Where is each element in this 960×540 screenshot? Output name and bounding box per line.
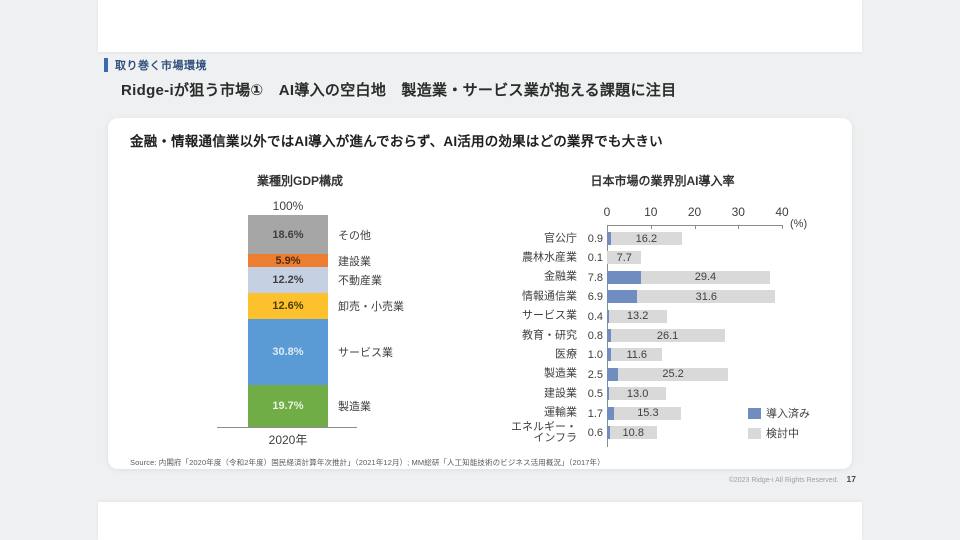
ai-bar-adopted xyxy=(607,406,615,420)
gdp-segment-label: 不動産業 xyxy=(338,274,382,287)
ai-bar-considering: 31.6 xyxy=(637,290,776,304)
ai-adopted-value: 7.8 xyxy=(587,271,603,284)
gdp-segment-label: その他 xyxy=(338,229,371,242)
legend-swatch-considering xyxy=(748,427,761,439)
legend-label-adopted: 導入済み xyxy=(766,408,810,420)
ai-bar-considering: 13.2 xyxy=(608,309,667,323)
ai-row-label: 農林水産業 xyxy=(522,251,577,264)
ai-axis-tick xyxy=(694,225,696,229)
ai-axis-tick-label: 0 xyxy=(603,205,611,219)
copyright-text: ©2023 Ridge-i All Rights Reserved. xyxy=(728,477,839,484)
ai-adopted-value: 0.8 xyxy=(587,330,603,342)
previous-page-edge xyxy=(98,0,862,52)
ai-legend: 導入済み 検討中 xyxy=(748,405,810,445)
ai-axis-tick-label: 30 xyxy=(731,205,745,219)
ai-axis-tick xyxy=(782,225,783,229)
ai-bar-adopted xyxy=(607,426,610,439)
gdp-chart-title: 業種別GDP構成 xyxy=(256,174,343,188)
ai-bar-considering: 11.6 xyxy=(611,348,663,362)
ai-axis-tick-label: 40 xyxy=(775,205,789,219)
ai-row-label: エネルギー・ インフラ xyxy=(511,420,577,444)
gdp-segment-label: 製造業 xyxy=(338,400,371,413)
gdp-segment-label: サービス業 xyxy=(338,347,393,360)
ai-adopted-value: 0.9 xyxy=(587,233,603,245)
gdp-bar-segment: 5.9% 建設業 xyxy=(248,254,371,268)
gdp-segment-value: 30.8% xyxy=(272,346,304,359)
ai-axis-tick-label: 10 xyxy=(644,205,658,219)
gdp-segment-label: 卸売・小売業 xyxy=(338,301,404,314)
ai-bar-considering: 7.7 xyxy=(607,251,642,265)
legend-label-considering: 検討中 xyxy=(766,428,799,440)
gdp-composition-chart: 業種別GDP構成 100% 18.6% その他 5.9% 建設業 12.2% 不動産業 12… xyxy=(180,165,460,455)
ai-axis-tick-label: 20 xyxy=(687,205,702,219)
slide-title: Ridge-iが狙う市場① AI導入の空白地 製造業・サービス業が抱える課題に注… xyxy=(121,82,677,99)
ai-bar-adopted xyxy=(607,270,642,284)
legend-swatch-adopted xyxy=(748,407,761,419)
ai-bar-adopted xyxy=(607,232,611,245)
gdp-segment-value: 12.6% xyxy=(272,300,304,313)
source-citation: Source: 内閣府「2020年度（令和2年度）国民経済計算年次推計」（202… xyxy=(130,458,605,467)
ai-bar-adopted xyxy=(607,387,610,401)
ai-row-label: 官公庁 xyxy=(544,232,577,244)
ai-row-label: 情報通信業 xyxy=(522,290,577,303)
ai-row-label: 医療 xyxy=(555,348,577,361)
ai-adopted-value: 0.6 xyxy=(587,427,603,439)
ai-bar-adopted xyxy=(607,348,612,362)
ai-bar-adopted xyxy=(607,290,638,304)
gdp-segment-value: 19.7% xyxy=(272,399,304,412)
gdp-bar-segment: 30.8% サービス業 xyxy=(248,319,393,385)
ai-adopted-value: 2.5 xyxy=(587,368,603,381)
slide-footer: ©2023 Ridge-i All Rights Reserved. 17 xyxy=(729,474,856,484)
key-message: 金融・情報通信業以外ではAI導入が進んでおらず、AI活用の効果はどの業界でも大き… xyxy=(130,134,663,149)
gdp-segment-value: 12.2% xyxy=(272,273,304,286)
ai-bar-considering: 26.1 xyxy=(610,329,725,342)
ai-bar-considering: 25.2 xyxy=(617,367,729,381)
gdp-segment-label: 建設業 xyxy=(338,255,371,268)
ai-chart-title: 日本市場の業界別AI導入率 xyxy=(590,174,735,188)
gdp-bar-segment: 12.6% 卸売・小売業 xyxy=(248,292,404,320)
ai-bar-considering: 13.0 xyxy=(609,387,667,401)
kicker-accent-bar xyxy=(104,58,108,72)
ai-adopted-value: 0.1 xyxy=(587,252,603,265)
ai-bar-adopted xyxy=(607,329,611,342)
gdp-bar-segment: 18.6% その他 xyxy=(248,215,371,255)
ai-bar-considering: 10.8 xyxy=(609,426,657,439)
gdp-bar-segment: 19.7% 製造業 xyxy=(248,384,371,427)
ai-row-label: 製造業 xyxy=(544,367,577,380)
ai-row-label: 教育・研究 xyxy=(522,329,577,341)
ai-bar-considering: 29.4 xyxy=(641,270,770,284)
ai-adopted-value: 1.0 xyxy=(587,349,603,362)
ai-axis-tick xyxy=(650,225,652,229)
page-number: 17 xyxy=(846,474,856,484)
kicker-label: 取り巻く市場環境 xyxy=(115,60,207,72)
ai-row-label: サービス業 xyxy=(522,309,577,322)
ai-bar-considering: 15.3 xyxy=(614,406,682,420)
ai-adoption-chart: 日本市場の業界別AI導入率 (%) 導入済み 検討中 0 10 20 30 40 官公庁 0… xyxy=(470,165,860,455)
ai-row-label: 建設業 xyxy=(544,387,577,400)
gdp-stacked-bar: 18.6% その他 5.9% 建設業 12.2% 不動産業 12.6% 卸売・小売業 30.8%… xyxy=(248,215,404,427)
gdp-year-label: 2020年 xyxy=(268,433,308,447)
gdp-bar-segment: 12.2% 不動産業 xyxy=(248,266,382,293)
ai-bar-adopted xyxy=(607,367,618,381)
gdp-segment-value: 5.9% xyxy=(275,254,301,267)
ai-bar-adopted xyxy=(607,309,609,323)
ai-row-label: 金融業 xyxy=(544,270,577,283)
next-page-edge xyxy=(98,502,862,540)
section-kicker: 取り巻く市場環境 xyxy=(104,57,207,73)
ai-bar-considering: 16.2 xyxy=(610,232,682,245)
gdp-segment-value: 18.6% xyxy=(272,228,304,241)
gdp-total-label: 100% xyxy=(272,199,304,213)
ai-row-label: 運輸業 xyxy=(544,406,577,419)
ai-adopted-value: 1.7 xyxy=(587,407,603,420)
ai-adopted-value: 0.5 xyxy=(587,388,603,401)
ai-axis-tick xyxy=(738,225,740,229)
gdp-x-axis xyxy=(217,427,357,428)
legend-item-adopted: 導入済み xyxy=(748,405,810,421)
ai-unit-label: (%) xyxy=(790,218,808,230)
legend-item-considering: 検討中 xyxy=(748,425,810,441)
ai-adopted-value: 6.9 xyxy=(587,291,603,304)
ai-adopted-value: 0.4 xyxy=(587,310,603,323)
